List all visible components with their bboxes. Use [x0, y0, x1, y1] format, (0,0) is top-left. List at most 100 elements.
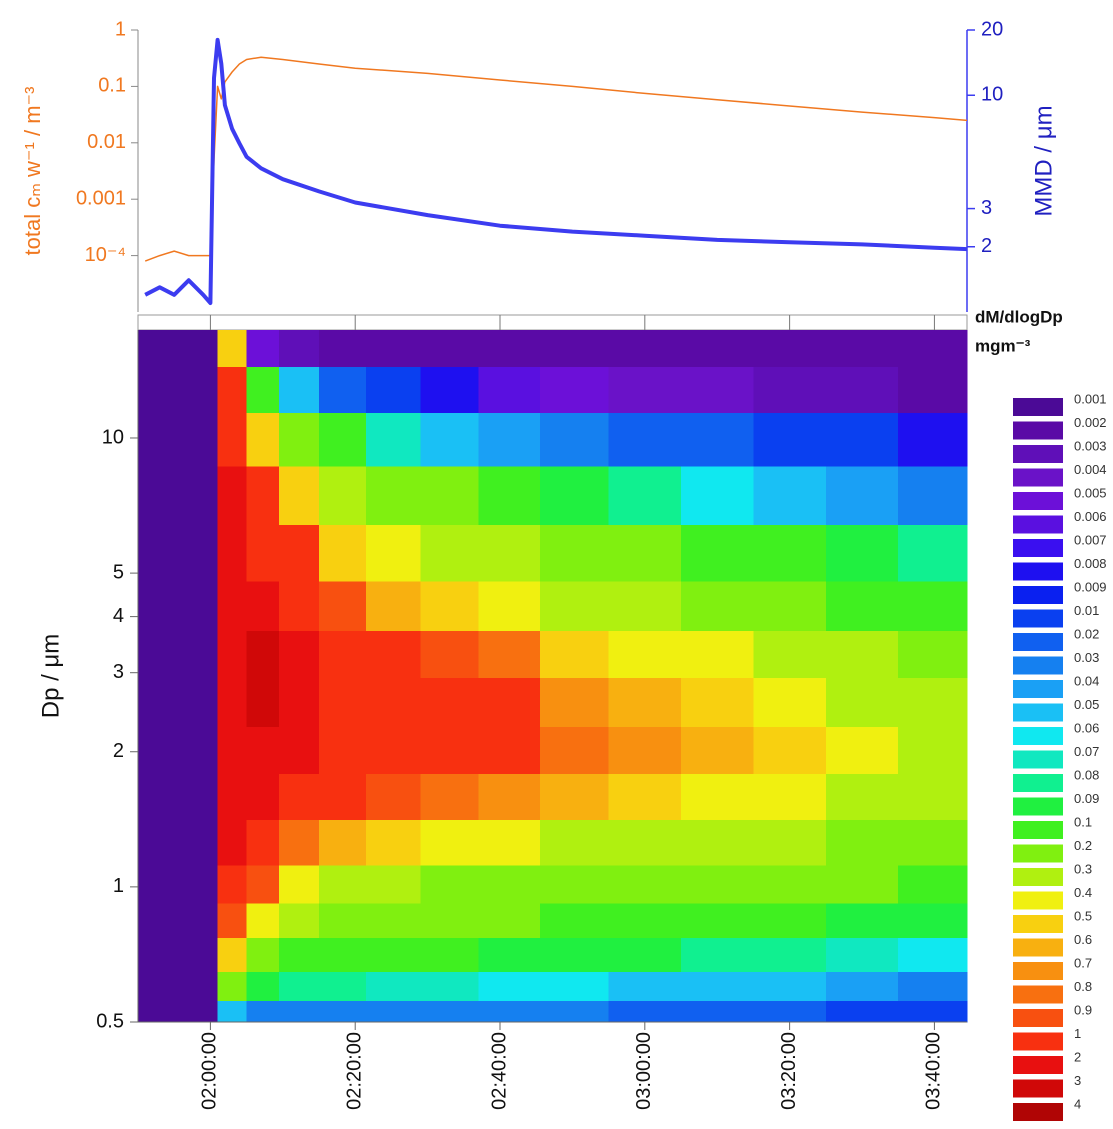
heat-cell	[279, 971, 320, 1001]
heat-cell	[753, 330, 827, 368]
heat-cell	[177, 412, 219, 467]
heat-cell	[420, 524, 479, 582]
heat-cell	[539, 773, 610, 820]
heat-cell	[138, 865, 179, 904]
heat-cell	[319, 865, 367, 904]
heat-cell	[420, 726, 479, 775]
y-axis-title: total cₘ w⁻¹ / m⁻³	[20, 87, 45, 256]
x-tick-label: 02:40:00	[488, 1032, 510, 1110]
heat-cell	[539, 466, 610, 525]
heat-cell	[608, 580, 682, 632]
heat-cell	[539, 1000, 610, 1023]
heat-cell	[138, 902, 179, 939]
heat-cell	[319, 677, 367, 727]
heat-cell	[420, 819, 479, 866]
colorbar-label: 0.6	[1074, 932, 1092, 947]
colorbar-swatch	[1013, 680, 1063, 698]
heat-cell	[138, 819, 179, 866]
heat-cell	[898, 1000, 968, 1023]
heat-cell	[319, 937, 367, 973]
heat-cell	[246, 580, 280, 632]
colorbar-label: 0.09	[1074, 791, 1099, 806]
heat-cell	[138, 773, 179, 820]
colorbar-label: 1	[1074, 1026, 1081, 1041]
heat-cell	[825, 902, 899, 939]
heat-cell	[319, 366, 367, 413]
heat-cell	[279, 677, 320, 727]
heat-cell	[177, 971, 219, 1001]
colorbar-swatch	[1013, 1103, 1063, 1121]
heat-cell	[366, 726, 421, 775]
heat-cell	[681, 366, 754, 413]
colorbar-label: 0.8	[1074, 979, 1092, 994]
heat-cell	[420, 902, 479, 939]
colorbar-swatch	[1013, 515, 1063, 534]
heat-cell	[478, 819, 541, 866]
heat-cell	[246, 677, 280, 727]
heat-cell	[420, 677, 479, 727]
colorbar-swatch	[1013, 962, 1063, 980]
heat-cell	[138, 580, 179, 632]
heat-cell	[246, 412, 280, 467]
heat-cell	[539, 677, 610, 727]
colorbar-swatch	[1013, 633, 1063, 651]
heat-cell	[898, 902, 968, 939]
heat-cell	[217, 865, 248, 904]
y-axis-title: Dp / μm	[37, 634, 64, 719]
heat-cell	[366, 630, 421, 678]
heat-cell	[898, 726, 968, 775]
heat-cell	[608, 726, 682, 775]
heat-cell	[681, 726, 754, 775]
heat-cell	[681, 466, 754, 525]
heat-cell	[246, 726, 280, 775]
y-tick-label: 10	[102, 426, 124, 448]
colorbar-swatch	[1013, 750, 1063, 769]
colorbar-swatch	[1013, 492, 1063, 510]
colorbar-swatch	[1013, 445, 1063, 463]
x-tick-label: 03:40:00	[923, 1032, 945, 1110]
heat-cell	[217, 971, 248, 1001]
colorbar-swatch	[1013, 539, 1063, 557]
heat-cell	[177, 524, 219, 582]
heat-cell	[478, 366, 541, 413]
heat-cell	[279, 366, 320, 413]
heat-cell	[539, 937, 610, 973]
colorbar-label: 0.009	[1074, 579, 1107, 594]
heat-cell	[539, 819, 610, 866]
heat-cell	[539, 865, 610, 904]
colorbar-label: 0.4	[1074, 885, 1092, 900]
heat-cell	[319, 524, 367, 582]
heat-cell	[478, 971, 541, 1001]
colorbar-swatch	[1013, 1079, 1063, 1098]
heat-cell	[246, 630, 280, 678]
heat-cell	[366, 937, 421, 973]
y-tick-label: 10⁻⁴	[85, 244, 126, 266]
heat-cell	[246, 773, 280, 820]
colorbar-label: 0.1	[1074, 814, 1092, 829]
colorbar-swatch	[1013, 1009, 1063, 1027]
heat-cell	[217, 466, 248, 525]
heat-cell	[681, 902, 754, 939]
heat-cell	[177, 466, 219, 525]
heat-cell	[681, 1000, 754, 1023]
heat-cell	[608, 630, 682, 678]
colorbar-swatch	[1013, 844, 1063, 863]
colorbar-label: 0.005	[1074, 485, 1107, 500]
heat-cell	[420, 865, 479, 904]
colorbar-label: 0.7	[1074, 955, 1092, 970]
heat-cell	[539, 630, 610, 678]
heat-cell	[608, 819, 682, 866]
colorbar-swatch	[1013, 727, 1063, 745]
heat-cell	[217, 773, 248, 820]
colorbar-label: 0.03	[1074, 650, 1099, 665]
heat-cell	[608, 330, 682, 368]
heat-cell	[539, 366, 610, 413]
heat-cell	[420, 580, 479, 632]
heat-cell	[366, 466, 421, 525]
heat-cell	[319, 971, 367, 1001]
heat-cell	[366, 1000, 421, 1023]
colorbar-swatch	[1013, 609, 1063, 628]
heat-cell	[279, 412, 320, 467]
colorbar-label: 0.01	[1074, 603, 1099, 618]
